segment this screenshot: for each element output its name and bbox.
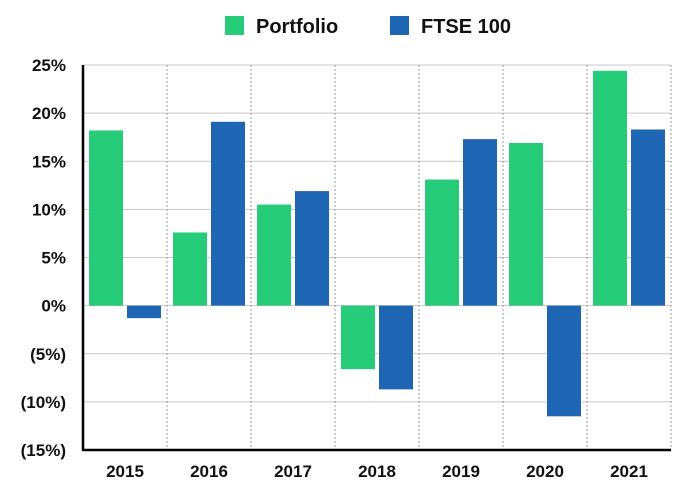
x-axis-ticks: 2015 2016 2017 2018 2019 2020 2021 [106, 462, 648, 481]
axes [81, 65, 671, 452]
legend-label: Portfolio [256, 16, 338, 38]
y-tick-label: 10% [32, 200, 66, 219]
y-axis-ticks: 25% 20% 15% 10% 5% 0% (5%) (10%) (15%) [21, 56, 66, 460]
y-tick-label: 0% [41, 297, 66, 316]
y-tick-label: 15% [32, 152, 66, 171]
bar-portfolio-2020 [509, 142, 543, 306]
legend-swatch [390, 16, 409, 35]
bar-ftse-100-2015 [127, 305, 161, 319]
y-tick-label: 25% [32, 56, 66, 75]
y-tick-label: (5%) [30, 345, 66, 364]
bar-portfolio-2016 [173, 232, 207, 306]
bar-portfolio-2015 [89, 130, 123, 306]
bar-ftse-100-2019 [463, 139, 497, 306]
legend-label: FTSE 100 [421, 16, 511, 38]
bar-portfolio-2018 [341, 305, 375, 370]
x-tick-label: 2021 [610, 462, 648, 481]
bar-portfolio-2019 [425, 179, 459, 306]
bar-ftse-100-2020 [547, 305, 581, 417]
legend-swatch [225, 16, 244, 35]
y-tick-label: (15%) [21, 441, 66, 460]
x-tick-label: 2017 [274, 462, 312, 481]
grid [83, 64, 672, 450]
x-tick-label: 2015 [106, 462, 144, 481]
x-tick-label: 2019 [442, 462, 480, 481]
y-tick-label: 5% [41, 249, 66, 268]
bar-ftse-100-2021 [631, 129, 665, 306]
x-tick-label: 2018 [358, 462, 396, 481]
bar-portfolio-2017 [257, 204, 291, 306]
y-tick-label: (10%) [21, 393, 66, 412]
y-tick-label: 20% [32, 104, 66, 123]
bar-ftse-100-2016 [211, 121, 245, 306]
legend: Portfolio FTSE 100 [225, 16, 511, 38]
bar-ftse-100-2017 [295, 191, 329, 306]
bar-portfolio-2021 [593, 70, 627, 306]
bar-ftse-100-2018 [379, 305, 413, 390]
bars [89, 70, 665, 417]
x-tick-label: 2020 [526, 462, 564, 481]
x-tick-label: 2016 [190, 462, 228, 481]
